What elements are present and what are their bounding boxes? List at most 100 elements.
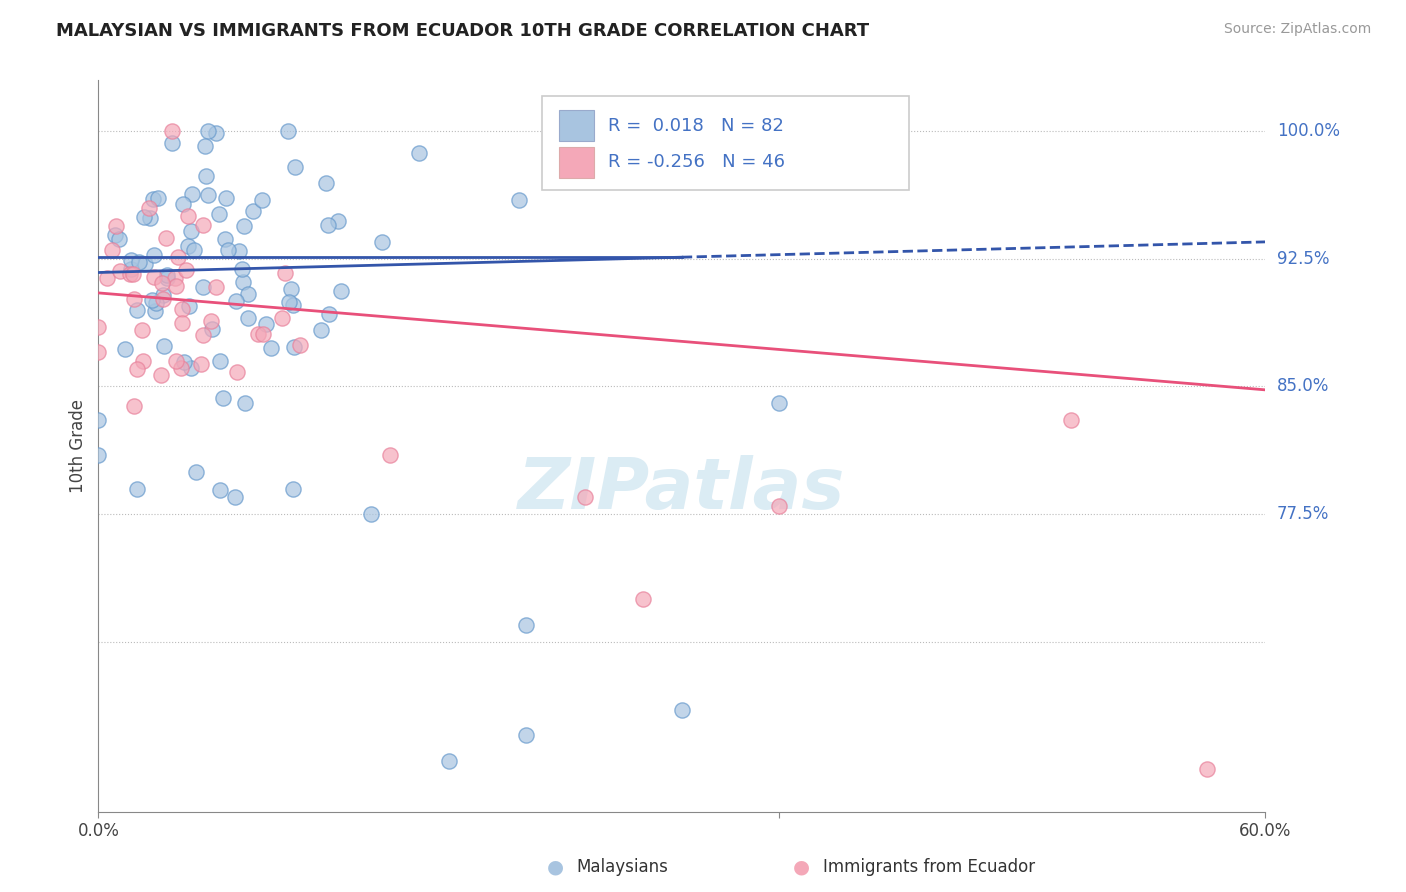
Point — [250, 193, 273, 207]
Point — [174, 263, 197, 277]
Text: MALAYSIAN VS IMMIGRANTS FROM ECUADOR 10TH GRADE CORRELATION CHART: MALAYSIAN VS IMMIGRANTS FROM ECUADOR 10T… — [56, 22, 869, 40]
Point — [122, 293, 145, 307]
Point — [155, 231, 177, 245]
Point — [180, 223, 202, 237]
FancyBboxPatch shape — [560, 111, 595, 141]
Point — [127, 302, 149, 317]
FancyBboxPatch shape — [541, 96, 910, 190]
Text: ●: ● — [793, 857, 810, 877]
Point — [152, 287, 174, 301]
Text: R = -0.256   N = 46: R = -0.256 N = 46 — [609, 153, 786, 171]
Point — [87, 320, 110, 334]
Text: 85.0%: 85.0% — [1277, 377, 1330, 395]
Point — [128, 255, 150, 269]
Point — [508, 194, 530, 208]
Point — [228, 244, 250, 258]
Point — [180, 186, 202, 201]
Point — [173, 355, 195, 369]
Point — [177, 299, 200, 313]
Point — [167, 250, 190, 264]
Point — [141, 293, 163, 307]
Point — [408, 145, 430, 160]
Point — [360, 507, 382, 521]
Point — [231, 262, 253, 277]
Point — [183, 243, 205, 257]
Point — [273, 266, 295, 280]
Point — [437, 754, 460, 768]
Point — [177, 239, 200, 253]
Point — [87, 413, 110, 427]
Point — [278, 295, 301, 310]
Point — [138, 211, 160, 226]
Point — [236, 310, 259, 325]
Point — [121, 267, 143, 281]
Point — [315, 177, 337, 191]
FancyBboxPatch shape — [560, 147, 595, 178]
Point — [214, 232, 236, 246]
Point — [96, 270, 118, 285]
Point — [515, 617, 537, 632]
Point — [284, 160, 307, 174]
Point — [152, 339, 174, 353]
Point — [143, 270, 166, 285]
Point — [127, 482, 149, 496]
Point — [87, 345, 110, 359]
Point — [132, 354, 155, 368]
Point — [172, 301, 194, 316]
Point — [281, 482, 304, 496]
Point — [184, 465, 207, 479]
Point — [134, 258, 156, 272]
Point — [120, 261, 142, 276]
Point — [131, 323, 153, 337]
Point — [671, 703, 693, 717]
Point — [226, 365, 249, 379]
Point — [208, 207, 231, 221]
Point — [768, 396, 790, 410]
Point — [101, 243, 124, 257]
Text: 77.5%: 77.5% — [1277, 505, 1330, 523]
Point — [146, 191, 169, 205]
Point — [224, 490, 246, 504]
Text: Source: ZipAtlas.com: Source: ZipAtlas.com — [1223, 22, 1371, 37]
Point — [246, 327, 269, 342]
Point — [194, 139, 217, 153]
Point — [326, 214, 349, 228]
Point — [209, 354, 232, 368]
Point — [165, 354, 187, 368]
Point — [108, 264, 131, 278]
Point — [165, 278, 187, 293]
Point — [180, 361, 202, 376]
Point — [191, 279, 214, 293]
Point — [242, 204, 264, 219]
Point — [233, 396, 256, 410]
Point — [197, 124, 219, 138]
Point — [172, 316, 194, 330]
Point — [104, 219, 127, 234]
Point — [170, 360, 193, 375]
Point — [316, 219, 339, 233]
Point — [156, 271, 179, 285]
Point — [108, 232, 131, 246]
Point — [190, 357, 212, 371]
Point — [225, 293, 247, 308]
Point — [215, 191, 238, 205]
Point — [232, 219, 254, 233]
Point — [177, 209, 200, 223]
Point — [254, 318, 277, 332]
Point — [205, 126, 228, 140]
Point — [200, 313, 222, 327]
Point — [209, 483, 232, 498]
Point — [143, 303, 166, 318]
Point — [165, 271, 187, 285]
Point — [280, 282, 302, 296]
Point — [211, 392, 233, 406]
Point — [143, 248, 166, 262]
Point — [232, 276, 254, 290]
Y-axis label: 10th Grade: 10th Grade — [69, 399, 87, 493]
Text: 92.5%: 92.5% — [1277, 250, 1330, 268]
Point — [1195, 762, 1218, 776]
Point — [283, 340, 305, 354]
Point — [515, 728, 537, 742]
Text: R =  0.018   N = 82: R = 0.018 N = 82 — [609, 117, 785, 135]
Text: ZIPatlas: ZIPatlas — [519, 456, 845, 524]
